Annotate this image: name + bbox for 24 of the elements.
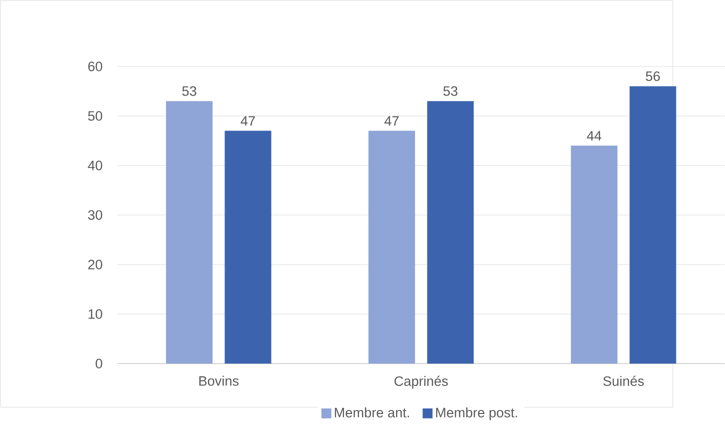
y-tick-label: 30 [88, 210, 102, 220]
bar [224, 130, 272, 364]
legend-label: Membre ant. [334, 407, 409, 418]
data-label: 44 [586, 130, 602, 140]
bar [630, 86, 676, 364]
y-tick-label: 40 [88, 160, 102, 170]
y-tick-label: 60 [88, 61, 102, 72]
data-label: 47 [384, 116, 399, 126]
data-label: 53 [443, 86, 458, 96]
legend-label: Membre post. [436, 407, 518, 420]
y-tick-label: 0 [96, 358, 102, 368]
y-tick-label: 50 [88, 111, 102, 121]
y-tick-label: 10 [88, 309, 102, 319]
data-label: 53 [182, 86, 196, 96]
bar [427, 100, 474, 364]
bar [368, 130, 416, 364]
x-tick-label: Bovins [199, 376, 239, 386]
x-tick-label: Caprinés [394, 376, 448, 389]
data-label: 56 [646, 71, 660, 81]
data-label: 47 [240, 116, 255, 126]
bar [166, 100, 213, 364]
x-tick-label: Suinés [603, 376, 644, 386]
y-tick-label: 20 [88, 260, 102, 270]
bar [570, 146, 618, 364]
